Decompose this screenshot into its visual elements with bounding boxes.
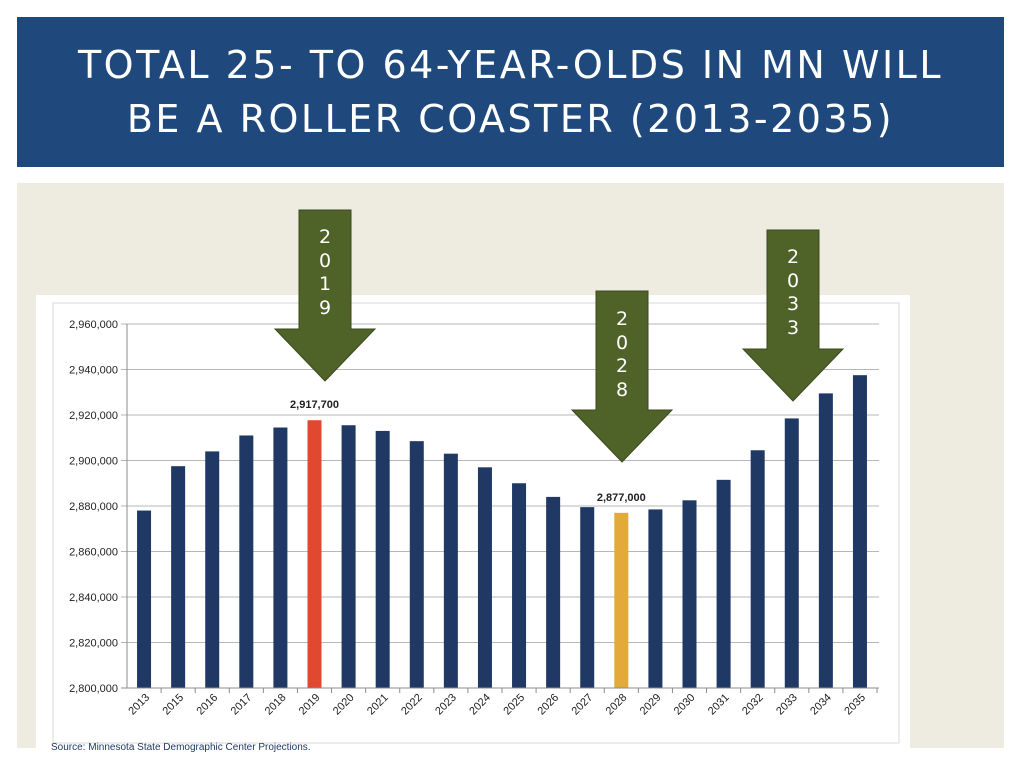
x-tick-label: 2023: [433, 692, 459, 718]
bar-2029: [648, 509, 663, 688]
bar-2016: [205, 451, 220, 688]
y-tick-label: 2,920,000: [69, 410, 118, 422]
x-tick-label: 2020: [331, 692, 357, 718]
bar-2028: [614, 512, 629, 688]
bar-2032: [750, 450, 765, 688]
y-tick-label: 2,900,000: [69, 456, 118, 468]
x-tick-label: 2032: [740, 692, 766, 718]
bar-2013: [137, 510, 152, 688]
x-tick-label: 2033: [774, 692, 800, 718]
bar-2035: [852, 375, 867, 688]
bar-2025: [512, 483, 527, 688]
arrow-digit: 2: [615, 308, 629, 330]
x-tick-label: 2013: [126, 692, 152, 718]
arrow-digit: 2: [786, 246, 800, 268]
arrow-digit: 3: [786, 293, 800, 315]
bar-2024: [477, 467, 492, 688]
y-tick-label: 2,840,000: [69, 592, 118, 604]
arrow-2033-label: 2 0 3 3: [781, 246, 805, 340]
arrow-2028-label: 2 0 2 8: [610, 308, 634, 402]
plot-frame: [52, 302, 900, 744]
arrow-digit: 2: [318, 226, 332, 248]
bar-chart: 2,800,000 2,820,000 2,840,000 2,860,000 2,88…: [52, 302, 900, 744]
slide-title-line-1: TOTAL 25- TO 64-YEAR-OLDS IN MN WILL: [77, 43, 944, 87]
arrow-digit: 2: [615, 355, 629, 377]
arrow-digit: 0: [318, 249, 332, 272]
bar-2027: [580, 507, 595, 688]
bar-2021: [375, 430, 390, 688]
x-tick-label: 2035: [842, 692, 868, 718]
bar-2026: [546, 496, 561, 688]
y-tick-label: 2,820,000: [69, 638, 118, 650]
y-tick-label: 2,940,000: [69, 365, 118, 377]
bar-2017: [239, 435, 254, 688]
data-label-2019: 2,917,700: [290, 399, 339, 411]
x-tick-label: 2027: [570, 692, 596, 718]
source-note: Source: Minnesota State Demographic Cent…: [51, 742, 311, 753]
chart-panel: 2,800,000 2,820,000 2,840,000 2,860,000 2,88…: [36, 295, 910, 768]
bar-2018: [273, 427, 288, 688]
bar-2020: [341, 425, 356, 688]
x-tick-label: 2028: [604, 692, 630, 718]
bar-2033: [784, 418, 799, 688]
title-band: TOTAL 25- TO 64-YEAR-OLDS IN MN WILL BE …: [17, 17, 1004, 167]
y-tick-label: 2,960,000: [69, 319, 118, 331]
arrow-digit: 0: [615, 331, 629, 354]
x-tick-label: 2030: [672, 692, 698, 718]
slide-title-line-2: BE A ROLLER COASTER (2013-2035): [126, 97, 895, 141]
x-tick-label: 2016: [195, 692, 221, 718]
x-tick-label: 2026: [535, 692, 561, 718]
y-tick-label: 2,880,000: [69, 501, 118, 513]
y-tick-label: 2,800,000: [69, 683, 118, 695]
bar-2022: [409, 441, 424, 688]
arrow-digit: 1: [318, 273, 332, 295]
arrow-digit: 0: [786, 269, 800, 292]
x-tick-label: 2018: [263, 692, 289, 718]
x-tick-label: 2021: [365, 692, 391, 718]
y-tick-label: 2,860,000: [69, 547, 118, 559]
x-tick-label: 2015: [160, 692, 186, 718]
arrow-digit: 8: [615, 378, 629, 401]
x-tick-label: 2031: [706, 692, 732, 718]
bar-2031: [716, 479, 731, 688]
bar-2015: [171, 466, 186, 688]
x-tick-label: 2017: [229, 692, 255, 718]
arrow-digit: 3: [786, 316, 800, 339]
x-tick-label: 2024: [467, 692, 493, 718]
bar-2023: [443, 453, 458, 688]
data-label-2028: 2,877,000: [597, 492, 646, 504]
x-tick-label: 2034: [808, 692, 834, 718]
arrow-digit: 9: [318, 296, 332, 319]
x-tick-label: 2029: [638, 692, 664, 718]
x-tick-label: 2022: [399, 692, 425, 718]
bar-2034: [818, 393, 833, 688]
x-tick-label: 2025: [501, 692, 527, 718]
x-tick-label: 2019: [297, 692, 323, 718]
bar-2019: [307, 420, 322, 688]
arrow-2019-label: 2 0 1 9: [313, 226, 337, 320]
bar-2030: [682, 500, 697, 688]
